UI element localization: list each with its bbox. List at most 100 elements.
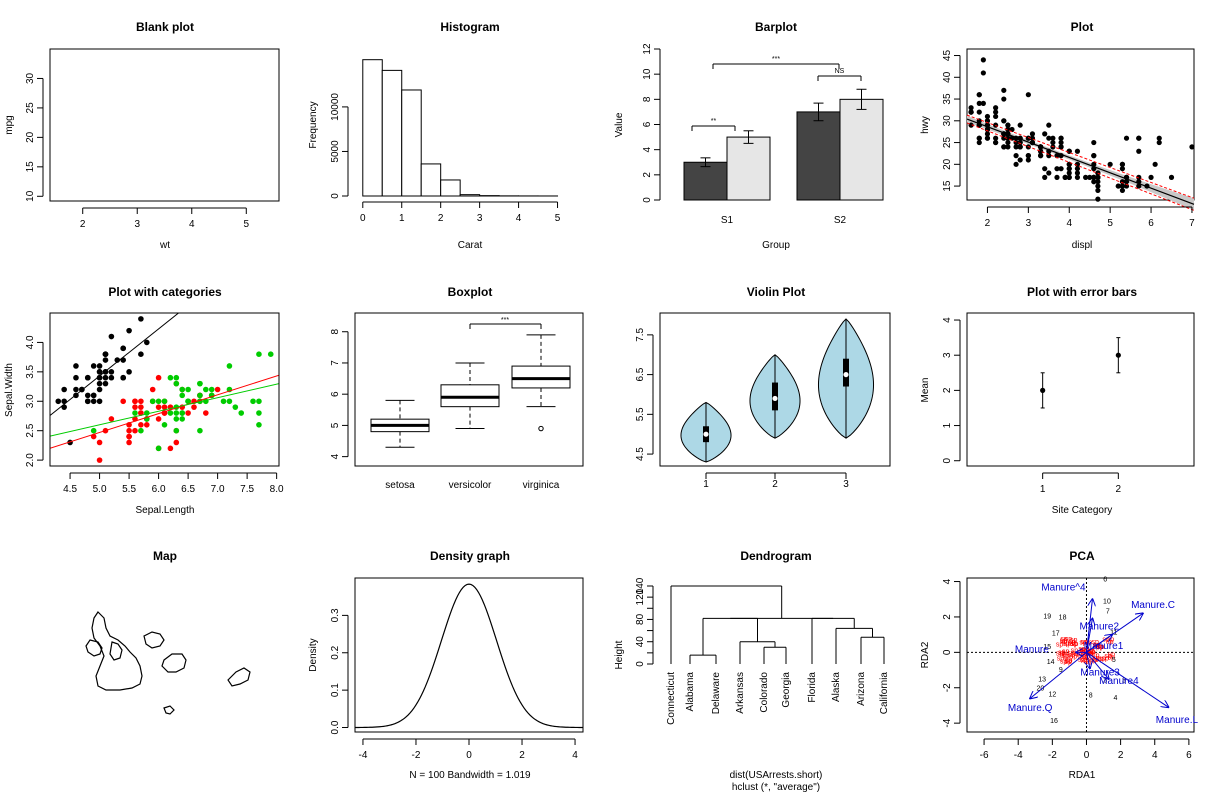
data-point	[1017, 144, 1023, 150]
species-label: sp	[1099, 656, 1107, 663]
data-point	[256, 410, 262, 416]
data-point	[980, 100, 986, 106]
plot-frame	[354, 312, 584, 467]
species-label: sp	[1058, 649, 1066, 656]
species-label: sp	[1056, 641, 1064, 648]
bar	[839, 98, 884, 201]
x-tick-label: 6.0	[152, 484, 166, 495]
data-point	[155, 404, 162, 410]
loading-label: Manure.C	[1131, 600, 1175, 611]
data-point	[173, 374, 180, 381]
data-point	[1066, 166, 1072, 172]
data-point	[993, 135, 999, 141]
y-tick-label: 3.5	[25, 364, 36, 378]
histogram-bar	[401, 89, 422, 197]
data-point	[1136, 148, 1142, 154]
data-point	[84, 374, 91, 381]
data-point	[1156, 139, 1162, 146]
loading-arrow	[1030, 651, 1087, 698]
y-tick-label: 15	[942, 180, 953, 192]
significance-label: ***	[772, 56, 780, 63]
plot-title: Plot with categories	[108, 285, 222, 299]
data-point	[161, 422, 168, 428]
data-point	[108, 333, 115, 340]
data-point	[256, 351, 262, 357]
species-label: sp	[1060, 658, 1068, 665]
species-label: sp	[1086, 648, 1094, 655]
data-point	[90, 427, 97, 434]
data-point	[1119, 179, 1126, 185]
plot-title: Dendrogram	[740, 549, 811, 563]
species-label: sp	[1071, 648, 1079, 655]
leaf-label: Colorado	[759, 672, 770, 713]
plot-frame	[966, 577, 1195, 733]
data-point	[167, 374, 174, 381]
data-point	[102, 374, 109, 381]
species-label: sp	[1092, 652, 1100, 659]
data-point	[993, 113, 999, 120]
y-tick-label: 2	[942, 614, 953, 620]
y-tick-label: 6.5	[635, 367, 646, 381]
y-tick-label: 4	[330, 453, 341, 459]
data-point	[1058, 166, 1064, 172]
data-point	[96, 457, 103, 463]
loading-label: Manure1	[1084, 641, 1124, 652]
data-point	[1001, 87, 1007, 93]
loading-label: Manure2	[1080, 621, 1120, 632]
site-label: 3	[1103, 677, 1107, 684]
data-point	[1119, 161, 1126, 167]
data-point	[155, 374, 162, 381]
x-tick-label: 2	[80, 219, 86, 230]
data-point	[1095, 196, 1101, 202]
y-tick-label: 12	[642, 43, 653, 55]
x-tick-label: 2	[772, 479, 778, 490]
confidence-band	[967, 115, 1194, 211]
loading-label: Manure	[1015, 644, 1049, 655]
data-point	[84, 392, 91, 399]
species-label: sp	[1070, 637, 1078, 644]
loading-label: Manure3	[1080, 667, 1120, 678]
island-outline	[163, 705, 175, 715]
y-tick-label: 20	[942, 158, 953, 170]
data-point	[149, 386, 156, 393]
data-point	[1058, 135, 1064, 141]
species-label: sp	[1065, 636, 1073, 643]
y-tick-label: 8	[330, 329, 341, 335]
x-tick-label: 1	[399, 213, 405, 224]
y-tick-label: 6	[330, 391, 341, 397]
data-point	[138, 404, 144, 410]
species-label: sp	[1065, 658, 1073, 665]
data-point	[114, 357, 121, 363]
data-point	[1087, 174, 1093, 180]
data-point	[143, 339, 150, 346]
y-tick-label: 3	[942, 352, 953, 358]
species-label: sp	[1071, 641, 1079, 648]
y-tick-label: 0.0	[330, 720, 341, 734]
data-point	[208, 386, 215, 393]
x-tick-label: 3	[1026, 218, 1032, 229]
species-label: sp	[1062, 649, 1070, 656]
data-point	[191, 404, 197, 410]
data-point	[1046, 122, 1052, 128]
data-point	[102, 357, 109, 363]
y-tick-label: 8	[642, 96, 653, 102]
data-point	[73, 374, 79, 381]
site-label: 10	[1103, 599, 1111, 606]
data-point	[96, 398, 103, 405]
data-point	[1066, 170, 1072, 176]
histogram-bar	[381, 69, 403, 197]
data-point	[179, 386, 186, 393]
data-point	[90, 363, 97, 369]
y-tick-label: 4	[942, 317, 953, 323]
leaf-label: Delaware	[711, 672, 722, 715]
x-tick-label: 7	[1189, 218, 1195, 229]
data-point	[256, 398, 262, 405]
data-point	[84, 398, 91, 405]
data-point	[179, 410, 186, 416]
box	[440, 384, 500, 408]
loading-label: Manure.L	[1156, 715, 1199, 726]
data-point	[1025, 153, 1031, 159]
species-label: sp	[1063, 654, 1071, 661]
x-tick-label: 3	[843, 479, 849, 490]
x-tick-label: 3	[477, 213, 483, 224]
